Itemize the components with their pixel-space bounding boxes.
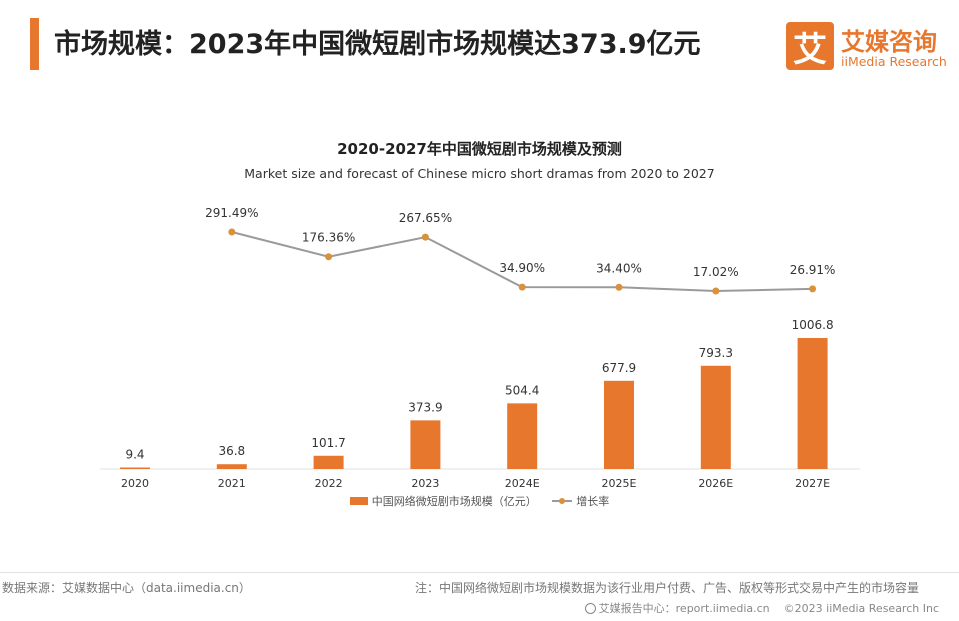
x-tick-label: 2023 — [411, 477, 439, 490]
bar-2025E — [604, 380, 634, 469]
legend-label-growth-rate: 增长率 — [576, 495, 610, 508]
bar-2026E — [700, 365, 731, 469]
legend-item-market-size: 中国网络微短剧市场规模（亿元） — [349, 493, 537, 509]
report-center-link[interactable]: 艾媒报告中心：report.iimedia.cn — [598, 602, 770, 615]
copyright-text: ©2023 iiMedia Research Inc — [783, 602, 939, 615]
bar-2027E — [797, 338, 828, 469]
growth-point-2027E — [809, 285, 817, 293]
x-tick-label: 2024E — [505, 477, 540, 490]
growth-value-label: 34.90% — [499, 261, 545, 275]
legend-item-growth-rate: 增长率 — [552, 493, 609, 509]
bar-2024E — [507, 403, 538, 469]
growth-value-label: 17.02% — [693, 265, 739, 279]
brand-logo: 艾 艾媒咨询 iiMedia Research — [786, 16, 947, 72]
growth-value-label: 267.65% — [399, 211, 452, 225]
growth-value-label: 34.40% — [596, 261, 642, 275]
footer-divider — [0, 572, 959, 573]
legend-label-market-size: 中国网络微短剧市场规模（亿元） — [371, 495, 537, 508]
growth-value-label: 26.91% — [790, 263, 836, 277]
chart-subtitle: Market size and forecast of Chinese micr… — [244, 166, 715, 181]
report-footer: 艾媒报告中心：report.iimedia.cn ©2023 iiMedia R… — [584, 600, 939, 616]
bar-value-label: 1006.8 — [792, 318, 834, 332]
growth-point-2025E — [615, 283, 623, 291]
bar-value-label: 9.4 — [125, 448, 144, 462]
bar-value-label: 101.7 — [311, 436, 345, 450]
data-source: 数据来源：艾媒数据中心（data.iimedia.cn） — [2, 581, 251, 595]
legend-line-swatch-icon — [552, 497, 573, 505]
x-tick-label: 2027E — [795, 477, 830, 490]
legend-bar-swatch-icon — [349, 497, 368, 505]
bar-value-label: 36.8 — [218, 444, 245, 458]
bar-2020 — [120, 467, 150, 469]
title-accent-bar — [30, 18, 39, 70]
x-tick-label: 2021 — [218, 477, 246, 490]
growth-value-label: 291.49% — [205, 206, 258, 220]
growth-point-2024E — [518, 283, 526, 291]
logo-name-cn: 艾媒咨询 — [841, 28, 937, 56]
growth-point-2021 — [228, 228, 236, 236]
x-tick-label: 2022 — [315, 477, 343, 490]
bar-2022 — [313, 455, 344, 469]
x-tick-label: 2025E — [602, 477, 637, 490]
chart-title: 2020-2027年中国微短剧市场规模及预测 — [337, 140, 622, 158]
growth-point-2026E — [712, 287, 720, 295]
bar-value-label: 504.4 — [505, 383, 539, 397]
logo-name-en: iiMedia Research — [841, 54, 947, 69]
bar-2021 — [216, 464, 247, 469]
bar-value-label: 373.9 — [408, 400, 442, 414]
bar-value-label: 677.9 — [602, 361, 636, 375]
data-note: 注：中国网络微短剧市场规模数据为该行业用户付费、广告、版权等形式交易中产生的市场… — [414, 581, 919, 595]
growth-point-2022 — [325, 253, 333, 261]
chart-legend: 中国网络微短剧市场规模（亿元） 增长率 — [0, 493, 959, 509]
growth-point-2023 — [421, 233, 429, 241]
bar-value-label: 793.3 — [699, 346, 733, 360]
page-title: 市场规模：2023年中国微短剧市场规模达373.9亿元 — [54, 29, 701, 60]
x-tick-label: 2026E — [698, 477, 733, 490]
bar-2023 — [410, 420, 441, 469]
x-tick-label: 2020 — [121, 477, 149, 490]
report-center-icon — [584, 603, 596, 614]
growth-value-label: 176.36% — [302, 231, 355, 245]
logo-mark-icon: 艾 — [786, 22, 834, 70]
